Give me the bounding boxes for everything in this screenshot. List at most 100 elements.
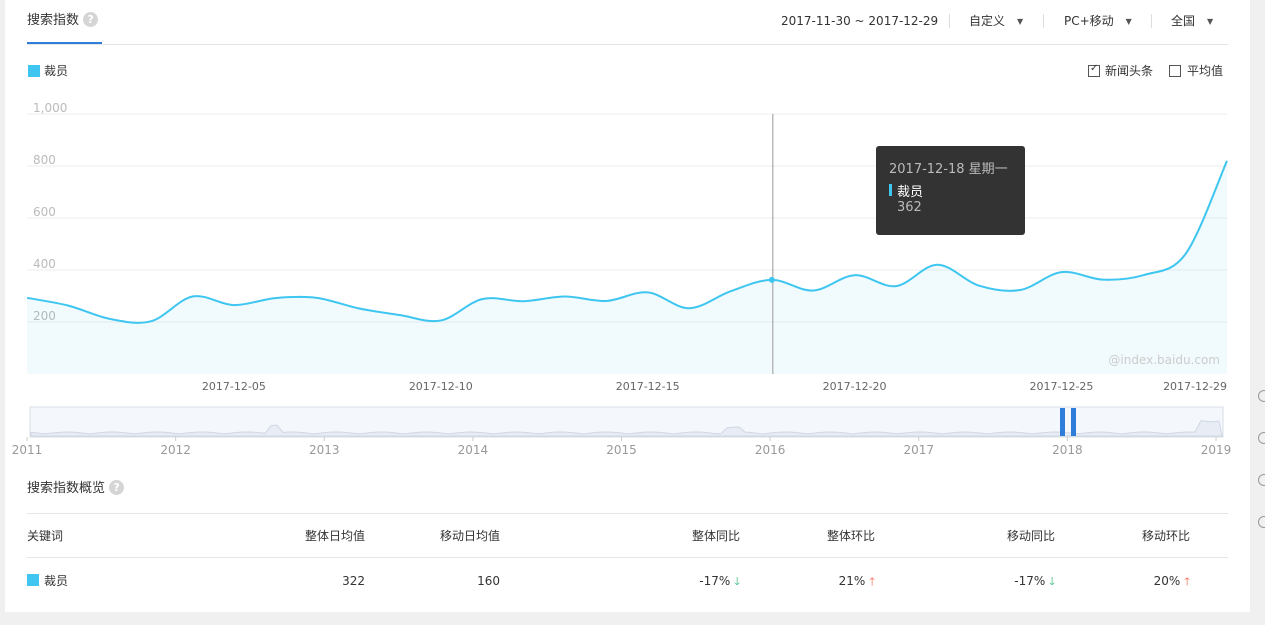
help-icon[interactable]: ?	[109, 480, 125, 495]
data-point[interactable]	[688, 307, 690, 309]
dropdown-custom[interactable]: 自定义 ▼	[969, 0, 1023, 44]
year-label: 2015	[606, 443, 637, 457]
chart-tooltip: 2017-12-18 星期一 裁员 362	[876, 146, 1025, 235]
overall-yoy-value: -17%	[699, 574, 731, 588]
tab-search-index[interactable]: 搜索指数?	[27, 0, 103, 44]
range-handle-right[interactable]	[1071, 408, 1076, 436]
data-point[interactable]	[67, 305, 69, 307]
data-point[interactable]	[192, 296, 194, 298]
col-header-mobile-avg: 移动日均值	[439, 529, 500, 543]
range-handle-left[interactable]	[1060, 408, 1065, 436]
series-line	[26, 160, 1228, 324]
date-range-picker[interactable]: 2017-11-30 ~ 2017-12-29	[781, 14, 939, 28]
mobile-yoy-value: -17%	[1014, 574, 1046, 588]
header-bar: 搜索指数? 2017-11-30 ~ 2017-12-29 自定义 ▼ PC+移动…	[27, 0, 1228, 45]
y-tick-label: 600	[33, 205, 56, 219]
caret-down-icon: ▼	[1207, 17, 1214, 26]
year-label: 2012	[160, 443, 191, 457]
tooltip-value: 362	[897, 200, 922, 215]
x-tick-label: 2017-12-29	[1163, 380, 1227, 393]
data-point[interactable]	[647, 291, 649, 293]
data-point[interactable]	[274, 297, 276, 299]
year-label: 2019	[1201, 443, 1232, 457]
check-icon: ✓	[1090, 63, 1099, 74]
data-point[interactable]	[1102, 279, 1104, 281]
data-point[interactable]	[812, 290, 814, 292]
tool-icon[interactable]	[1258, 390, 1265, 402]
y-tick-label: 200	[33, 309, 56, 323]
data-point[interactable]	[316, 297, 318, 299]
cell-overall-avg: 322	[342, 574, 365, 588]
timeline-overview[interactable]: 2011 2012 2013 2014 2015 2016 2017 2018 2019	[0, 402, 1265, 462]
data-point[interactable]	[440, 319, 442, 321]
data-point[interactable]	[26, 297, 28, 299]
data-point[interactable]	[729, 290, 731, 292]
tooltip-date: 2017-12-18 星期一	[889, 162, 1008, 177]
x-tick-label: 2017-12-20	[823, 380, 887, 393]
data-point[interactable]	[605, 300, 607, 302]
cell-keyword[interactable]: 裁员	[44, 574, 69, 588]
x-tick-label: 2017-12-25	[1030, 380, 1094, 393]
y-tick-label: 800	[33, 153, 56, 167]
cell-mobile-yoy: -17% 🡓	[955, 573, 1055, 590]
dropdown-custom-label: 自定义	[969, 14, 1006, 28]
search-index-panel	[5, 0, 1250, 612]
overview-track[interactable]	[29, 406, 1224, 438]
overall-mom-value: 21%	[838, 574, 866, 588]
data-point[interactable]	[398, 314, 400, 316]
data-point[interactable]	[978, 285, 980, 287]
side-toolbar	[1253, 390, 1265, 558]
arrow-up-icon: 🡑	[869, 575, 875, 588]
data-point[interactable]	[357, 307, 359, 309]
data-point[interactable]	[109, 318, 111, 320]
year-label: 2013	[309, 443, 340, 457]
data-point[interactable]	[1143, 274, 1145, 276]
watermark: @index.baidu.com	[1108, 353, 1220, 367]
data-point[interactable]	[1060, 271, 1062, 273]
year-label: 2017	[903, 443, 934, 457]
y-tick-label: 400	[33, 257, 56, 271]
divider	[949, 14, 950, 28]
col-header-mobile-mom: 移动环比	[1141, 529, 1190, 543]
divider	[1043, 14, 1044, 28]
data-point[interactable]	[1185, 253, 1187, 255]
keyword-swatch	[27, 574, 39, 586]
data-point[interactable]	[895, 285, 897, 287]
mobile-mom-value: 20%	[1153, 574, 1181, 588]
cell-mobile-mom: 20% 🡑	[1090, 573, 1190, 590]
news-checkbox-label[interactable]: 新闻头条	[1105, 64, 1154, 78]
arrow-down-icon: 🡓	[734, 575, 740, 588]
average-checkbox[interactable]	[1169, 65, 1181, 77]
cell-mobile-avg: 160	[477, 574, 500, 588]
caret-down-icon: ▼	[1125, 17, 1132, 26]
tool-icon[interactable]	[1258, 474, 1265, 486]
data-point[interactable]	[768, 276, 775, 283]
dropdown-region-label: 全国	[1171, 14, 1196, 28]
average-checkbox-label[interactable]: 平均值	[1187, 64, 1224, 78]
data-point[interactable]	[233, 304, 235, 306]
caret-down-icon: ▼	[1017, 17, 1024, 26]
data-point[interactable]	[1019, 289, 1021, 291]
data-point[interactable]	[1226, 160, 1228, 162]
year-label: 2014	[458, 443, 489, 457]
x-tick-label: 2017-12-15	[616, 380, 680, 393]
col-header-overall-mom: 整体环比	[826, 529, 875, 543]
data-point[interactable]	[481, 298, 483, 300]
dropdown-region[interactable]: 全国 ▼	[1171, 0, 1213, 44]
data-point[interactable]	[936, 264, 938, 266]
data-point[interactable]	[564, 296, 566, 298]
help-icon[interactable]: ?	[83, 12, 99, 27]
legend-swatch	[28, 65, 40, 77]
tool-icon[interactable]	[1258, 432, 1265, 444]
x-tick-label: 2017-12-05	[202, 380, 266, 393]
data-point[interactable]	[523, 300, 525, 302]
data-point[interactable]	[854, 274, 856, 276]
data-point[interactable]	[150, 320, 152, 322]
dropdown-device[interactable]: PC+移动 ▼	[1064, 0, 1132, 44]
tool-icon[interactable]	[1258, 516, 1265, 528]
col-header-mobile-yoy: 移动同比	[1006, 529, 1055, 543]
legend-series-label[interactable]: 裁员	[44, 64, 69, 78]
search-index-chart[interactable]: 200 400 600 800 1,000 2017-12-05 2017-12-10 20…	[0, 0, 1265, 400]
table-divider	[27, 557, 1228, 558]
news-checkbox[interactable]: ✓	[1088, 63, 1100, 77]
